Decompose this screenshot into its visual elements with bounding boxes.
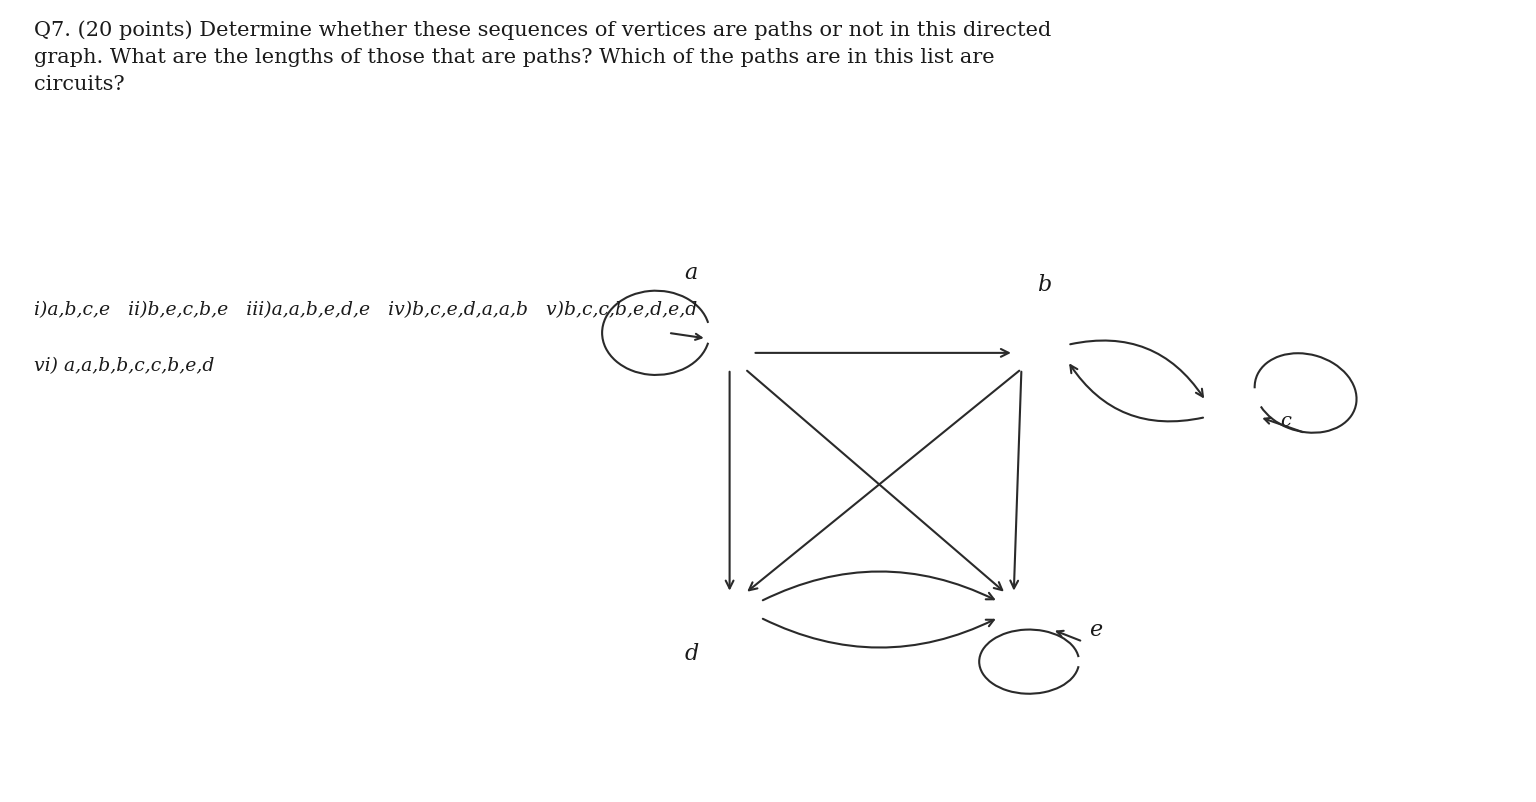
Text: b: b: [1037, 273, 1052, 296]
Text: c: c: [1279, 412, 1292, 430]
Text: i)a,b,c,e   ii)b,e,c,b,e   iii)a,a,b,e,d,e   iv)b,c,e,d,a,a,b   v)b,c,c,b,e,d,e,: i)a,b,c,e ii)b,e,c,b,e iii)a,a,b,e,d,e i…: [34, 301, 697, 318]
Text: d: d: [684, 642, 699, 665]
Text: a: a: [685, 261, 697, 284]
Text: vi) a,a,b,b,c,c,b,e,d: vi) a,a,b,b,c,c,b,e,d: [34, 357, 214, 375]
Text: e: e: [1089, 618, 1101, 641]
Text: Q7. (20 points) Determine whether these sequences of vertices are paths or not i: Q7. (20 points) Determine whether these …: [34, 20, 1051, 94]
